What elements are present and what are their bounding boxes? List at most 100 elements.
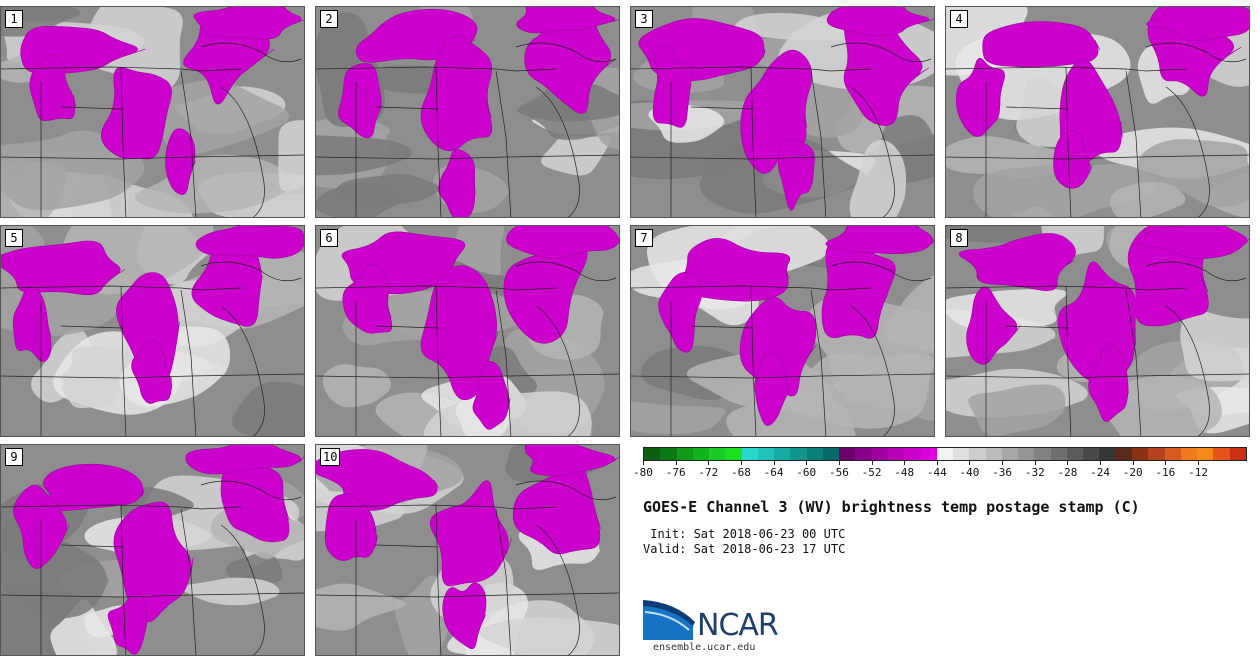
colorbar-segment bbox=[1229, 448, 1246, 460]
colorbar-segment bbox=[936, 448, 954, 460]
colorbar-segment bbox=[774, 448, 791, 460]
wv-map bbox=[1, 226, 304, 436]
colorbar-segment bbox=[904, 448, 921, 460]
colorbar-segment bbox=[1066, 448, 1084, 460]
logo-wordmark: NCAR bbox=[697, 608, 779, 643]
wv-map bbox=[1, 445, 304, 655]
colorbar-tick-label: -36 bbox=[992, 466, 1013, 479]
colorbar-segment bbox=[1018, 448, 1035, 460]
colorbar-segment bbox=[839, 448, 856, 460]
member-panel-10: 10 bbox=[315, 444, 620, 656]
member-panel-1: 1 bbox=[0, 6, 305, 218]
colorbar-segment bbox=[1197, 448, 1214, 460]
colorbar-tick-label: -76 bbox=[665, 466, 686, 479]
colorbar-tick-label: -72 bbox=[698, 466, 719, 479]
colorbar bbox=[643, 447, 1247, 461]
colorbar-segment bbox=[709, 448, 726, 460]
colorbar-segment bbox=[1213, 448, 1230, 460]
colorbar-segment bbox=[1180, 448, 1198, 460]
member-panel-8: 8 bbox=[945, 225, 1250, 437]
colorbar-segment bbox=[692, 448, 710, 460]
colorbar-segment bbox=[1131, 448, 1149, 460]
colorbar-tick-label: -68 bbox=[731, 466, 751, 479]
wv-map bbox=[631, 7, 934, 217]
colorbar-tick bbox=[1067, 461, 1069, 465]
colorbar-tick bbox=[708, 461, 710, 465]
colorbar-tick bbox=[904, 461, 906, 465]
page-title: GOES-E Channel 3 (WV) brightness temp po… bbox=[643, 498, 1140, 516]
colorbar-tick-label: -32 bbox=[1024, 466, 1045, 479]
colorbar-segment bbox=[887, 448, 905, 460]
valid-time: Valid: Sat 2018-06-23 17 UTC bbox=[643, 542, 846, 556]
colorbar-tick bbox=[643, 461, 644, 465]
colorbar-tick-label: -12 bbox=[1188, 466, 1208, 479]
colorbar-tick-label: -60 bbox=[796, 466, 817, 479]
colorbar-segment bbox=[855, 448, 872, 460]
colorbar-segment bbox=[1050, 448, 1067, 460]
colorbar-tick-label: -52 bbox=[861, 466, 882, 479]
colorbar-tick-label: -16 bbox=[1155, 466, 1176, 479]
colorbar-tick-label: -28 bbox=[1057, 466, 1078, 479]
logo-url: ensemble.ucar.edu bbox=[653, 642, 756, 653]
colorbar-tick-label: -64 bbox=[763, 466, 784, 479]
wv-map bbox=[316, 226, 619, 436]
colorbar-segment bbox=[741, 448, 758, 460]
colorbar-segment bbox=[1083, 448, 1100, 460]
colorbar-tick bbox=[675, 461, 677, 465]
colorbar-segment bbox=[757, 448, 775, 460]
colorbar-tick bbox=[838, 461, 840, 465]
colorbar-tick bbox=[773, 461, 775, 465]
colorbar-tick bbox=[740, 461, 742, 465]
colorbar-tick bbox=[1198, 461, 1200, 465]
ncar-logo-icon bbox=[643, 600, 695, 640]
colorbar-tick bbox=[1002, 461, 1004, 465]
wv-map bbox=[1, 7, 304, 217]
colorbar-segment bbox=[1001, 448, 1019, 460]
colorbar-segment bbox=[1115, 448, 1132, 460]
colorbar-tick-label: -48 bbox=[894, 466, 915, 479]
wv-map bbox=[316, 7, 619, 217]
colorbar-tick bbox=[1100, 461, 1102, 465]
member-panel-2: 2 bbox=[315, 6, 620, 218]
member-panel-5: 5 bbox=[0, 225, 305, 437]
member-label: 5 bbox=[5, 229, 23, 247]
colorbar-segment bbox=[660, 448, 677, 460]
colorbar-segment bbox=[806, 448, 823, 460]
member-label: 6 bbox=[320, 229, 338, 247]
colorbar-segment bbox=[1148, 448, 1165, 460]
colorbar-segment bbox=[725, 448, 742, 460]
init-time: Init: Sat 2018-06-23 00 UTC bbox=[643, 527, 846, 541]
member-label: 10 bbox=[320, 448, 341, 466]
colorbar-tick bbox=[1132, 461, 1134, 465]
colorbar-tick-label: -40 bbox=[959, 466, 980, 479]
colorbar-segment bbox=[644, 448, 661, 460]
colorbar-segment bbox=[985, 448, 1002, 460]
member-label: 7 bbox=[635, 229, 653, 247]
colorbar-segment bbox=[790, 448, 807, 460]
member-label: 3 bbox=[635, 10, 653, 28]
colorbar-segment bbox=[871, 448, 888, 460]
wv-map bbox=[316, 445, 619, 655]
colorbar-tick bbox=[806, 461, 808, 465]
colorbar-segment bbox=[1164, 448, 1181, 460]
colorbar-segment bbox=[969, 448, 986, 460]
colorbar-segment bbox=[1099, 448, 1116, 460]
member-panel-3: 3 bbox=[630, 6, 935, 218]
member-panel-6: 6 bbox=[315, 225, 620, 437]
member-panel-7: 7 bbox=[630, 225, 935, 437]
colorbar-segment bbox=[920, 448, 937, 460]
colorbar-tick-label: -24 bbox=[1090, 466, 1111, 479]
colorbar-tick-label: -20 bbox=[1122, 466, 1143, 479]
colorbar-tick-label: -56 bbox=[828, 466, 849, 479]
wv-map bbox=[946, 7, 1249, 217]
member-label: 2 bbox=[320, 10, 338, 28]
colorbar-tick-label: -80 bbox=[633, 466, 653, 479]
colorbar-tick bbox=[969, 461, 971, 465]
member-label: 4 bbox=[950, 10, 968, 28]
colorbar-segment bbox=[676, 448, 693, 460]
member-label: 9 bbox=[5, 448, 23, 466]
colorbar-segment bbox=[1034, 448, 1051, 460]
colorbar-tick bbox=[936, 461, 938, 465]
colorbar-segment bbox=[822, 448, 840, 460]
wv-map bbox=[631, 226, 934, 436]
